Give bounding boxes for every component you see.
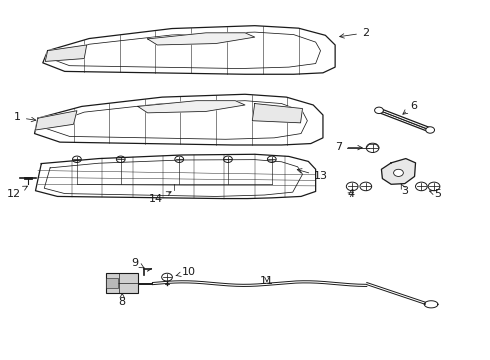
- Polygon shape: [34, 94, 323, 145]
- Polygon shape: [35, 154, 316, 199]
- Polygon shape: [43, 26, 335, 74]
- Text: 3: 3: [401, 184, 408, 197]
- Text: 13: 13: [297, 168, 328, 181]
- Text: 11: 11: [260, 276, 274, 286]
- Text: 7: 7: [335, 142, 362, 152]
- Polygon shape: [138, 101, 245, 113]
- Text: 5: 5: [430, 189, 441, 199]
- Text: 12: 12: [7, 186, 27, 199]
- Polygon shape: [147, 33, 255, 45]
- Circle shape: [374, 107, 383, 113]
- Text: 10: 10: [176, 267, 196, 277]
- FancyBboxPatch shape: [106, 273, 138, 293]
- Text: 4: 4: [347, 189, 355, 199]
- Text: 14: 14: [149, 192, 171, 204]
- Polygon shape: [35, 111, 77, 130]
- Polygon shape: [381, 158, 416, 184]
- Circle shape: [393, 169, 403, 176]
- Polygon shape: [252, 104, 302, 123]
- Polygon shape: [45, 45, 87, 62]
- Circle shape: [426, 127, 435, 133]
- Text: 2: 2: [340, 28, 369, 38]
- Text: 9: 9: [132, 258, 144, 268]
- Bar: [106, 278, 118, 288]
- Text: 6: 6: [403, 101, 417, 114]
- Text: 1: 1: [14, 112, 36, 122]
- Text: 8: 8: [119, 293, 126, 307]
